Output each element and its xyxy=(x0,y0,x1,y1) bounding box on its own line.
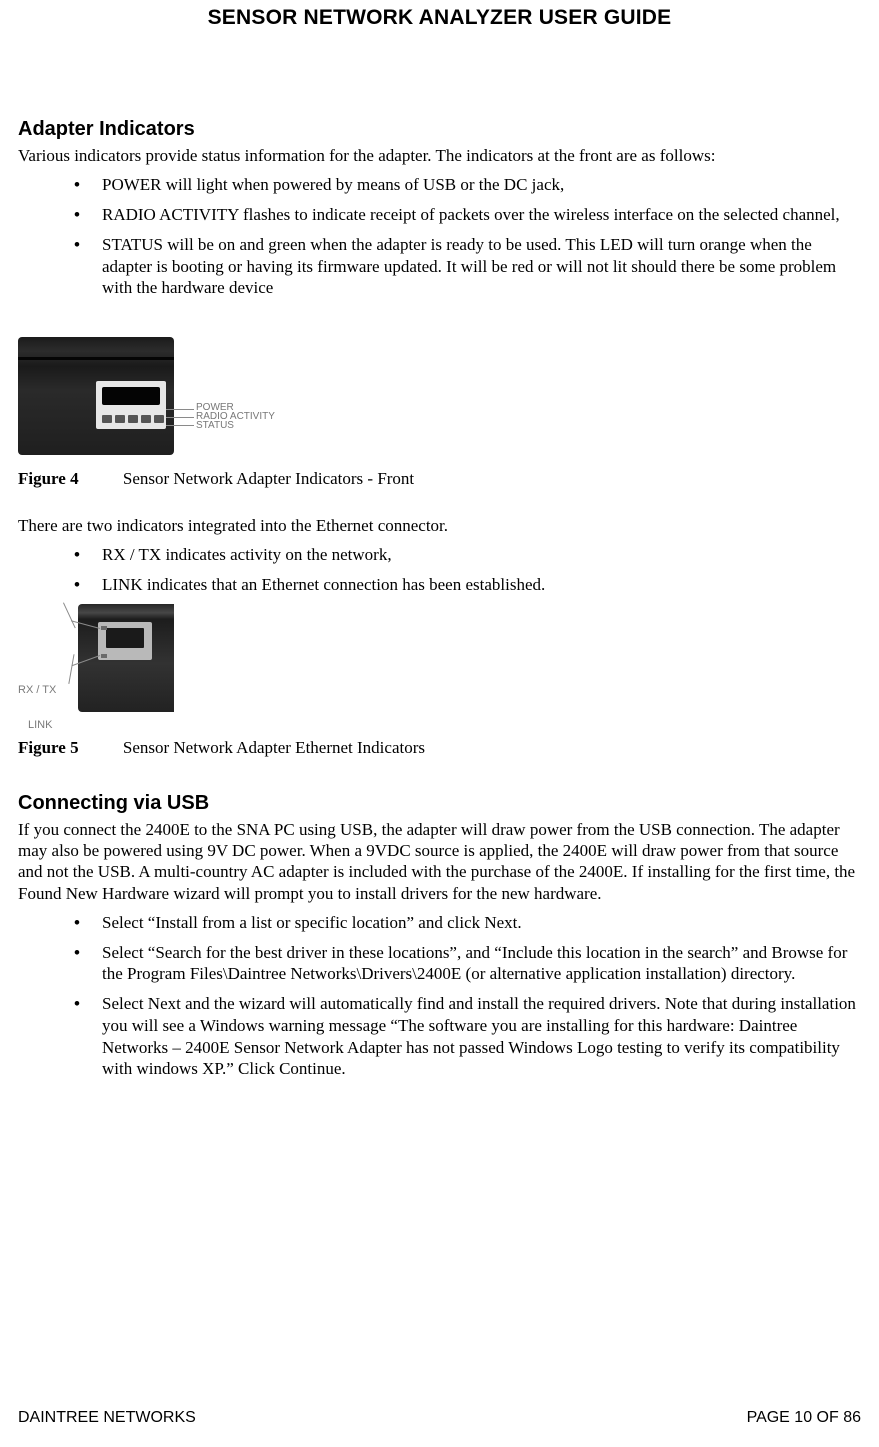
footer-left: DAINTREE NETWORKS xyxy=(18,1409,196,1427)
indicator-label-rxtx: RX / TX xyxy=(18,684,56,696)
page-title: SENSOR NETWORK ANALYZER USER GUIDE xyxy=(18,0,861,30)
page-footer: DAINTREE NETWORKS PAGE 10 OF 86 xyxy=(18,1409,861,1427)
figure-5-caption: Sensor Network Adapter Ethernet Indicato… xyxy=(123,738,425,757)
list-item: Select “Search for the best driver in th… xyxy=(74,942,861,986)
device-front-illustration: POWER RADIO ACTIVITY STATUS xyxy=(18,327,310,465)
indicator-label-link: LINK xyxy=(28,719,52,731)
list-item: RADIO ACTIVITY flashes to indicate recei… xyxy=(74,204,861,226)
list-item: POWER will light when powered by means o… xyxy=(74,174,861,196)
figure-5: RX / TX LINK Figure 5 Sensor Network Ada… xyxy=(18,604,861,758)
list-item: RX / TX indicates activity on the networ… xyxy=(74,544,861,566)
list-item: STATUS will be on and green when the ada… xyxy=(74,234,861,299)
figure-4-caption: Sensor Network Adapter Indicators - Fron… xyxy=(123,469,414,488)
device-ethernet-illustration: RX / TX LINK xyxy=(18,604,178,734)
ethernet-indicators-list: RX / TX indicates activity on the networ… xyxy=(18,544,861,596)
section-connecting-usb-intro: If you connect the 2400E to the SNA PC u… xyxy=(18,819,861,904)
section-adapter-indicators-intro: Various indicators provide status inform… xyxy=(18,145,861,166)
list-item: Select “Install from a list or specific … xyxy=(74,912,861,934)
figure-4-label: Figure 4 xyxy=(18,469,79,488)
adapter-indicators-list: POWER will light when powered by means o… xyxy=(18,174,861,299)
figure-5-label: Figure 5 xyxy=(18,738,79,757)
footer-right: PAGE 10 OF 86 xyxy=(747,1409,861,1427)
ethernet-indicators-intro: There are two indicators integrated into… xyxy=(18,515,861,536)
figure-4: POWER RADIO ACTIVITY STATUS Figure 4 Sen… xyxy=(18,327,861,489)
list-item: Select Next and the wizard will automati… xyxy=(74,993,861,1080)
indicator-label-status: STATUS xyxy=(196,420,234,431)
section-adapter-indicators-heading: Adapter Indicators xyxy=(18,118,861,141)
section-connecting-usb-heading: Connecting via USB xyxy=(18,792,861,815)
connecting-usb-list: Select “Install from a list or specific … xyxy=(18,912,861,1080)
list-item: LINK indicates that an Ethernet connecti… xyxy=(74,574,861,596)
